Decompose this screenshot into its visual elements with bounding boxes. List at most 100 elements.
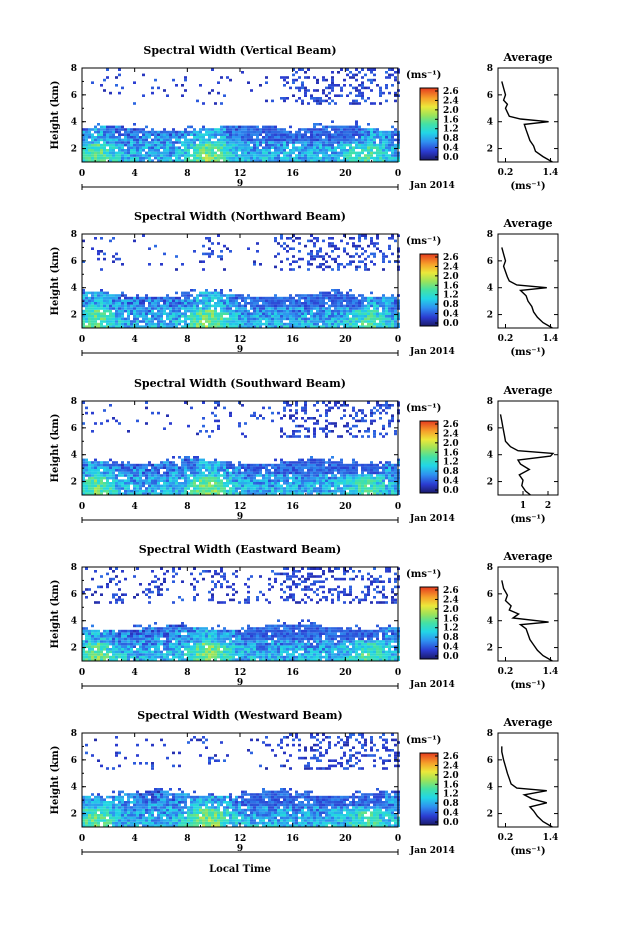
- heatmap-cell: [106, 419, 109, 423]
- heatmap-cell: [268, 146, 271, 149]
- heatmap-cell: [280, 315, 283, 318]
- heatmap-cell: [337, 151, 340, 155]
- heatmap-cell: [358, 244, 361, 248]
- heatmap-cell: [91, 146, 94, 149]
- heatmap-cell: [133, 296, 136, 300]
- heatmap-cell: [274, 141, 277, 144]
- heatmap-cell: [337, 484, 340, 488]
- heatmap-cell: [280, 97, 283, 100]
- heatmap-cell: [142, 143, 145, 147]
- heatmap-cell: [322, 130, 325, 134]
- heatmap-cell: [349, 296, 352, 300]
- heatmap-cell: [349, 469, 352, 472]
- heatmap-cell: [202, 417, 205, 420]
- heatmap-cell: [94, 458, 97, 462]
- heatmap-cell: [172, 307, 175, 310]
- heatmap-cell: [187, 291, 190, 295]
- heatmap-cell: [340, 458, 343, 462]
- heatmap-cell: [205, 291, 208, 295]
- heatmap-cell: [232, 487, 235, 490]
- heatmap-cell: [115, 146, 118, 149]
- heatmap-cell: [196, 138, 199, 142]
- heatmap-cell: [118, 294, 121, 297]
- heatmap-cell: [364, 487, 367, 490]
- heatmap-cell: [361, 252, 364, 256]
- heatmap-cell: [304, 299, 307, 302]
- heatmap-cell: [373, 138, 376, 142]
- heatmap-cell: [301, 102, 304, 105]
- heatmap-cell: [217, 302, 220, 305]
- heatmap-cell: [268, 299, 271, 302]
- heatmap-cell: [109, 159, 112, 162]
- heatmap-cell: [223, 304, 226, 308]
- heatmap-cell: [130, 133, 133, 136]
- heatmap-cell: [370, 252, 373, 256]
- heatmap-cell: [325, 302, 328, 305]
- heatmap-cell: [277, 463, 280, 467]
- heatmap-cell: [271, 479, 274, 482]
- heatmap-cell: [271, 138, 274, 142]
- heatmap-cell: [166, 304, 169, 308]
- heatmap-cell: [337, 265, 340, 269]
- heatmap-cell: [85, 466, 88, 469]
- heatmap-cell: [286, 156, 289, 160]
- heatmap-cell: [289, 312, 292, 315]
- heatmap-cell: [193, 143, 196, 147]
- heatmap-cell: [172, 128, 175, 131]
- heatmap-cell: [214, 154, 217, 157]
- heatmap-cell: [253, 322, 256, 326]
- heatmap-cell: [358, 143, 361, 147]
- heatmap-cell: [370, 315, 373, 318]
- heatmap-cell: [121, 463, 124, 467]
- heatmap-cell: [277, 315, 280, 318]
- heatmap-cell: [160, 466, 163, 469]
- heatmap-cell: [370, 317, 373, 321]
- heatmap-cell: [88, 476, 91, 480]
- heatmap-cell: [334, 133, 337, 136]
- heatmap-cell: [91, 307, 94, 310]
- heatmap-cell: [97, 471, 100, 475]
- heatmap-cell: [223, 125, 226, 129]
- heatmap-cell: [169, 156, 172, 160]
- heatmap-cell: [370, 414, 373, 417]
- heatmap-cell: [391, 146, 394, 149]
- heatmap-cell: [220, 312, 223, 315]
- heatmap-cell: [295, 294, 298, 297]
- heatmap-cell: [151, 411, 154, 415]
- heatmap-cell: [229, 487, 232, 490]
- heatmap-cell: [289, 268, 292, 271]
- heatmap-cell: [319, 130, 322, 134]
- heatmap-cell: [280, 484, 283, 488]
- heatmap-cell: [274, 474, 277, 477]
- heatmap-cell: [226, 471, 229, 475]
- heatmap-cell: [331, 250, 334, 253]
- heatmap-cell: [346, 482, 349, 485]
- heatmap-cell: [178, 320, 181, 323]
- heatmap-cell: [319, 149, 322, 152]
- heatmap-cell: [256, 469, 259, 472]
- heatmap-cell: [217, 492, 220, 495]
- heatmap-cell: [100, 289, 103, 292]
- heatmap-cell: [271, 128, 274, 131]
- heatmap-cell: [181, 130, 184, 134]
- heatmap-cell: [157, 136, 160, 139]
- heatmap-cell: [382, 317, 385, 321]
- heatmap-cell: [187, 315, 190, 318]
- heatmap-cell: [256, 482, 259, 485]
- x-tick-label: 12: [234, 335, 247, 345]
- heatmap-cell: [217, 315, 220, 318]
- heatmap-cell: [130, 141, 133, 144]
- heatmap-cell: [82, 289, 85, 292]
- heatmap-cell: [226, 463, 229, 467]
- heatmap-cell: [94, 128, 97, 131]
- heatmap-cell: [391, 417, 394, 420]
- heatmap-cell: [229, 130, 232, 134]
- heatmap-cell: [202, 291, 205, 295]
- heatmap-cell: [277, 296, 280, 300]
- heatmap-cell: [325, 252, 328, 256]
- heatmap-cell: [382, 427, 385, 430]
- heatmap-cell: [319, 146, 322, 149]
- heatmap-cell: [163, 482, 166, 485]
- heatmap-cell: [91, 304, 94, 308]
- heatmap-cell: [349, 474, 352, 477]
